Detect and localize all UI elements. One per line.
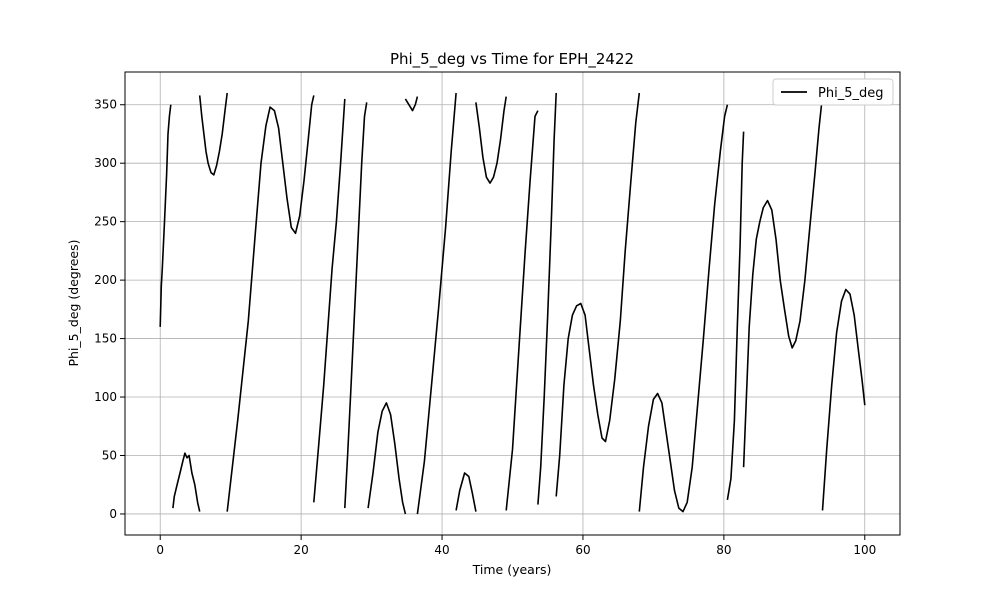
legend-box xyxy=(772,78,894,106)
x-tick-label: 100 xyxy=(853,543,876,557)
chart-title: Phi_5_deg vs Time for EPH_2422 xyxy=(390,50,634,69)
series-line-segment xyxy=(742,95,824,468)
series-line-segment xyxy=(172,452,201,512)
x-tick-label: 80 xyxy=(716,543,731,557)
series-line-segment xyxy=(505,110,539,511)
x-axis-label: Time (years) xyxy=(472,562,552,577)
series-line-segment xyxy=(404,96,419,112)
series-line-segment xyxy=(537,92,557,505)
grid-lines xyxy=(125,72,900,535)
axis-ticks: 0 20 40 60 80 100 0 50 100 150 200 250 300 350 xyxy=(94,98,876,557)
y-tick-label: 50 xyxy=(102,448,117,462)
y-tick-label: 300 xyxy=(94,156,117,170)
series-line-segment xyxy=(821,288,866,511)
series-line-segment xyxy=(313,98,346,503)
series-line-segment xyxy=(344,102,368,509)
y-tick-label: 0 xyxy=(109,507,117,521)
series-line-segment xyxy=(198,92,228,176)
y-tick-label: 150 xyxy=(94,332,117,346)
series-line-segment xyxy=(159,104,172,327)
x-tick-label: 40 xyxy=(434,543,449,557)
x-tick-label: 60 xyxy=(575,543,590,557)
series-line-segment xyxy=(555,92,641,497)
legend: Phi_5_deg xyxy=(772,78,894,106)
series-line-segment xyxy=(475,96,507,184)
legend-entry-phi-5-deg: Phi_5_deg xyxy=(818,86,883,101)
y-tick-label: 200 xyxy=(94,273,117,287)
series-line-segment xyxy=(367,402,407,515)
series-line-segment xyxy=(726,131,745,501)
y-tick-label: 350 xyxy=(94,98,117,112)
series-line-segment xyxy=(638,104,729,513)
axes-frame xyxy=(124,71,901,536)
x-tick-label: 20 xyxy=(293,543,308,557)
x-tick-label: 0 xyxy=(156,543,164,557)
series-line-segment xyxy=(226,95,315,512)
series-line-segment xyxy=(455,472,477,512)
plot-lines xyxy=(159,92,866,515)
series-line-segment xyxy=(416,92,457,515)
y-axis-label: Phi_5_deg (degrees) xyxy=(66,240,81,367)
y-tick-label: 100 xyxy=(94,390,117,404)
y-tick-label: 250 xyxy=(94,215,117,229)
